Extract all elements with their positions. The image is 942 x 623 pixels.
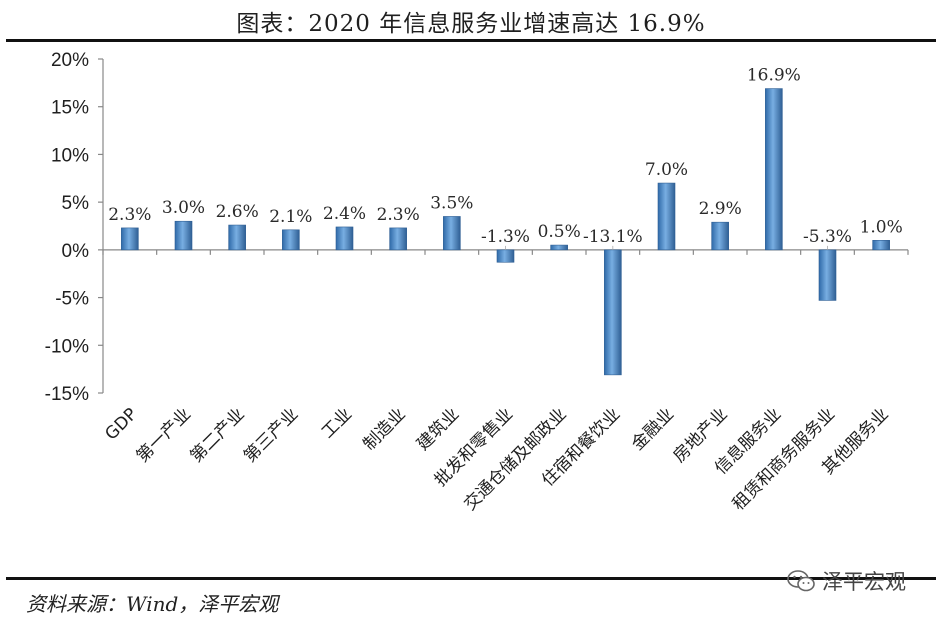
data-label: 2.6% bbox=[216, 202, 259, 222]
bar-3 bbox=[282, 229, 300, 251]
category-label: 第一产业 bbox=[133, 404, 195, 466]
data-label: 3.0% bbox=[162, 198, 205, 218]
bar-0 bbox=[121, 227, 139, 251]
bar-9 bbox=[604, 249, 622, 376]
bar-10 bbox=[657, 182, 676, 251]
y-tick-label: 0% bbox=[62, 241, 90, 262]
top-rule bbox=[6, 39, 936, 42]
watermark: 泽平宏观 bbox=[786, 566, 906, 596]
bar-12 bbox=[765, 88, 783, 251]
data-label: 3.5% bbox=[430, 193, 473, 213]
data-label: -5.3% bbox=[803, 227, 852, 247]
y-tick-label: 20% bbox=[51, 50, 89, 71]
data-label: -13.1% bbox=[583, 227, 643, 247]
category-label: 第二产业 bbox=[186, 404, 248, 466]
category-label: 建筑业 bbox=[413, 404, 463, 454]
bar-chart: 20% 15% 10% 5% 0% -5% -10% -15% 2.3% 3.0% 2.6% 2.1… bbox=[45, 50, 909, 515]
category-label: 制造业 bbox=[359, 404, 409, 454]
source-note: 资料来源：Wind，泽平宏观 bbox=[26, 592, 279, 616]
y-tick-label: 5% bbox=[62, 193, 90, 214]
bar-1 bbox=[174, 220, 193, 251]
bar-5 bbox=[389, 227, 407, 251]
data-labels: 2.3% 3.0% 2.6% 2.1% 2.4% 2.3% 3.5% -1.3% 0.5% -13… bbox=[108, 66, 903, 250]
bar-8 bbox=[550, 244, 568, 251]
data-label: 16.9% bbox=[747, 66, 801, 86]
y-tick-label: 15% bbox=[51, 98, 89, 119]
bar-7 bbox=[496, 249, 515, 263]
category-label: 金融业 bbox=[628, 404, 678, 454]
category-label: 工业 bbox=[318, 404, 356, 442]
chart-title: 图表：2020 年信息服务业增速高达 16.9% bbox=[236, 11, 706, 37]
wechat-icon bbox=[787, 570, 815, 592]
bar-2 bbox=[228, 224, 246, 251]
bar-13 bbox=[818, 249, 837, 301]
data-label: 2.3% bbox=[108, 205, 151, 225]
category-label: GDP bbox=[101, 404, 141, 444]
bars bbox=[121, 88, 890, 376]
data-label: 2.1% bbox=[269, 207, 312, 227]
y-tick-label: 10% bbox=[51, 145, 89, 166]
bottom-rule bbox=[6, 577, 936, 580]
bar-11 bbox=[711, 221, 729, 251]
bar-6 bbox=[443, 216, 461, 251]
data-label: -1.3% bbox=[481, 227, 530, 247]
data-label: 2.3% bbox=[377, 205, 420, 225]
y-tick-label: -10% bbox=[45, 336, 89, 357]
watermark-text: 泽平宏观 bbox=[822, 570, 906, 594]
y-axis: 20% 15% 10% 5% 0% -5% -10% -15% bbox=[45, 50, 104, 405]
data-label: 7.0% bbox=[645, 160, 688, 180]
bar-14 bbox=[872, 240, 890, 251]
data-label: 1.0% bbox=[860, 217, 903, 237]
data-label: 2.9% bbox=[699, 199, 742, 219]
category-label: 第三产业 bbox=[240, 404, 302, 466]
y-tick-label: -5% bbox=[55, 289, 89, 310]
y-tick-label: -15% bbox=[45, 384, 89, 405]
data-label: 2.4% bbox=[323, 204, 366, 224]
bar-4 bbox=[335, 226, 354, 251]
data-label: 0.5% bbox=[538, 222, 581, 242]
